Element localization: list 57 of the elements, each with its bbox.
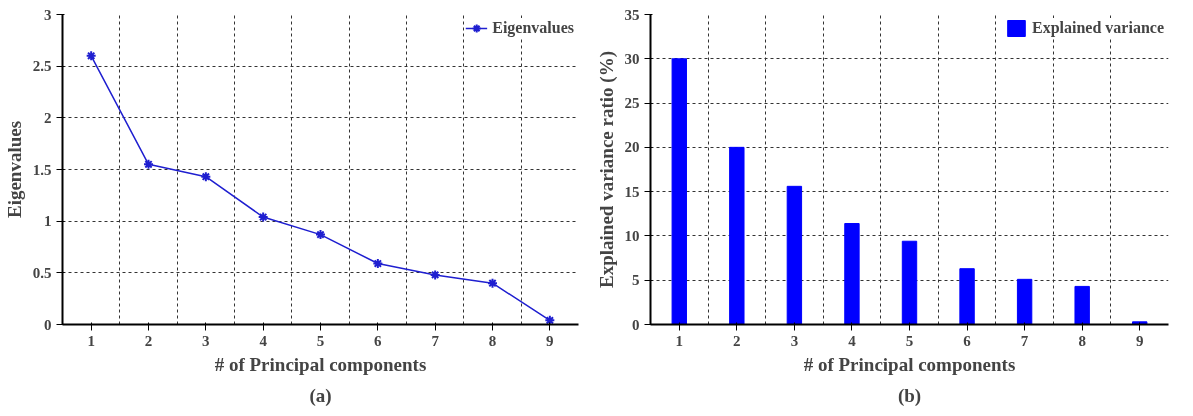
bar: [729, 146, 745, 325]
x-tick-label: 3: [790, 332, 799, 349]
y-tick-label: 5: [632, 272, 640, 289]
x-tick-label: 6: [963, 332, 972, 349]
x-tick-label: 1: [87, 332, 95, 349]
y-axis-title: Eigenvalues: [3, 120, 25, 219]
point: [487, 277, 498, 289]
bar: [671, 58, 687, 325]
point: [544, 314, 556, 325]
x-axis-title: # of Principal components: [803, 353, 1016, 375]
y-tick-label: 20: [624, 139, 640, 156]
x-tick-label: 3: [202, 332, 210, 349]
y-tick-label: 2.5: [32, 58, 52, 75]
legend-label: Explained variance: [1031, 19, 1164, 37]
x-tick-label: 8: [1078, 332, 1086, 349]
x-tick-label: 2: [733, 332, 741, 349]
x-tick-label: 4: [848, 332, 857, 349]
y-tick-label: 30: [624, 50, 640, 67]
x-tick-label: 6: [374, 332, 383, 349]
legend-label: Eigenvalues: [492, 19, 574, 37]
bar: [901, 240, 918, 325]
y-tick-label: 0: [632, 316, 640, 333]
y-tick-label: 1: [44, 213, 52, 230]
bar: [1016, 278, 1033, 325]
y-tick-label: 25: [624, 95, 640, 112]
y-tick-label: 3: [44, 6, 52, 23]
x-tick-label: 8: [488, 332, 497, 349]
bar: [1074, 285, 1090, 325]
x-axis-title: # of Principal components: [214, 353, 427, 375]
bar: [786, 185, 803, 325]
y-tick-label: 10: [624, 227, 640, 244]
text: (a): [309, 384, 332, 407]
x-tick-label: 5: [316, 332, 325, 349]
y-tick-label: 2: [44, 109, 52, 126]
x-tick-label: 7: [431, 332, 440, 349]
bar: [844, 223, 860, 325]
y-axis-title: Explained variance ratio (%): [595, 51, 618, 288]
y-tick-label: 35: [624, 6, 640, 23]
point: [257, 211, 269, 223]
y-tick-label: 0: [44, 316, 52, 333]
text: (b): [897, 384, 922, 407]
point: [429, 269, 441, 281]
x-tick-label: 9: [546, 332, 554, 349]
y-tick-label: 15: [624, 183, 640, 200]
x-tick-label: 2: [144, 332, 153, 349]
y-tick-label: 0.5: [32, 264, 52, 281]
x-tick-label: 1: [675, 332, 684, 349]
x-tick-label: 7: [1020, 332, 1029, 349]
point: [143, 158, 154, 170]
bar: [959, 268, 975, 325]
point: [200, 171, 212, 183]
x-tick-label: 4: [259, 332, 268, 349]
y-tick-label: 1.5: [32, 161, 52, 178]
bar: [1132, 321, 1148, 325]
point: [85, 50, 97, 62]
x-tick-label: 5: [905, 332, 914, 349]
x-tick-label: 9: [1135, 332, 1144, 349]
